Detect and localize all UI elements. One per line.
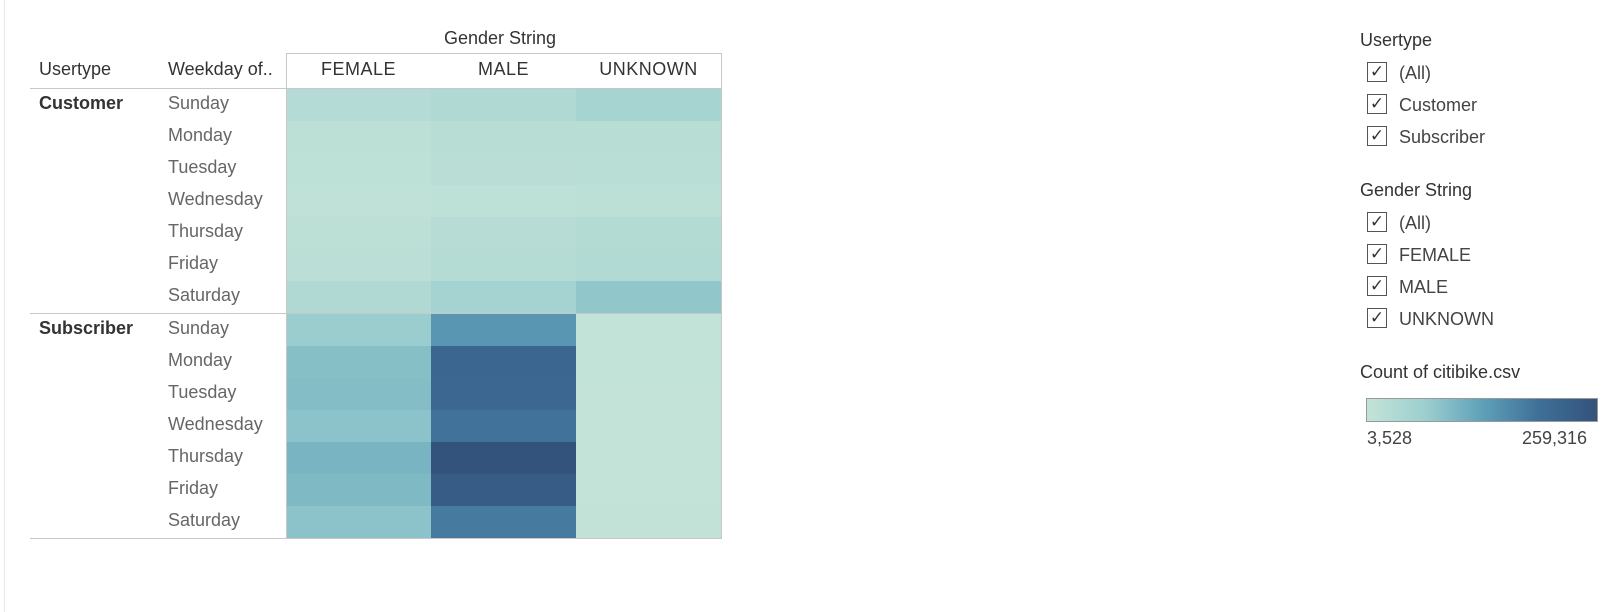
weekday-label[interactable]: Tuesday: [168, 382, 237, 402]
heatmap-cell-customer-tuesday-male[interactable]: [431, 153, 576, 185]
heatmap-cell-customer-sunday-unknown[interactable]: [576, 89, 721, 121]
filter-title-1: Gender String: [1360, 180, 1473, 200]
heatmap-cell-customer-sunday-male[interactable]: [431, 89, 576, 121]
heatmap-cell-subscriber-sunday-female[interactable]: [287, 314, 431, 346]
cells-right-line: [721, 53, 722, 539]
heatmap-cell-customer-saturday-female[interactable]: [287, 281, 431, 313]
weekday-header[interactable]: Weekday of..: [168, 59, 273, 79]
heatmap-cell-customer-monday-female[interactable]: [287, 121, 431, 153]
column-header-unknown[interactable]: UNKNOWN: [599, 59, 698, 79]
heatmap-cell-subscriber-saturday-male[interactable]: [431, 506, 576, 538]
weekday-label[interactable]: Thursday: [168, 221, 244, 241]
checkbox-checked-icon[interactable]: ✓: [1367, 276, 1387, 296]
checkbox-checked-icon[interactable]: ✓: [1367, 244, 1387, 264]
heatmap-cell-customer-monday-unknown[interactable]: [576, 121, 721, 153]
heatmap-cell-subscriber-tuesday-unknown[interactable]: [576, 378, 721, 410]
heatmap-cell-subscriber-wednesday-male[interactable]: [431, 410, 576, 442]
checkbox-checked-icon[interactable]: ✓: [1367, 212, 1387, 232]
usertype-header[interactable]: Usertype: [39, 59, 112, 79]
heatmap-cell-subscriber-friday-male[interactable]: [431, 474, 576, 506]
weekday-label[interactable]: Sunday: [168, 93, 230, 113]
left-border: [4, 0, 5, 612]
heatmap-cell-subscriber-thursday-female[interactable]: [287, 442, 431, 474]
heatmap-cell-customer-saturday-unknown[interactable]: [576, 281, 721, 313]
column-header-male[interactable]: MALE: [477, 59, 530, 79]
filter-option-label: Customer: [1399, 95, 1478, 115]
filter-option-label: UNKNOWN: [1399, 309, 1494, 329]
heatmap-cell-customer-tuesday-female[interactable]: [287, 153, 431, 185]
checkbox-checked-icon[interactable]: ✓: [1367, 126, 1387, 146]
filter-option-label: (All): [1399, 63, 1431, 83]
group-divider-line: [30, 313, 722, 314]
weekday-label[interactable]: Tuesday: [168, 157, 237, 177]
heatmap-cell-subscriber-sunday-male[interactable]: [431, 314, 576, 346]
filter-option-label: (All): [1399, 213, 1431, 233]
heatmap-cell-subscriber-thursday-male[interactable]: [431, 442, 576, 474]
heatmap-cell-customer-monday-male[interactable]: [431, 121, 576, 153]
weekday-label[interactable]: Thursday: [168, 446, 244, 466]
legend-title: Count of citibike.csv: [1360, 362, 1521, 382]
weekday-label[interactable]: Monday: [168, 350, 233, 370]
heatmap-cell-subscriber-monday-unknown[interactable]: [576, 346, 721, 378]
heatmap-cell-customer-friday-unknown[interactable]: [576, 249, 721, 281]
heatmap-cell-customer-wednesday-male[interactable]: [431, 185, 576, 217]
usertype-label-customer[interactable]: Customer: [39, 93, 124, 113]
weekday-label[interactable]: Friday: [168, 253, 219, 273]
checkbox-checked-icon[interactable]: ✓: [1367, 308, 1387, 328]
heatmap-cell-customer-thursday-female[interactable]: [287, 217, 431, 249]
heatmap-cell-subscriber-wednesday-female[interactable]: [287, 410, 431, 442]
heatmap-cell-customer-saturday-male[interactable]: [431, 281, 576, 313]
weekday-label[interactable]: Saturday: [168, 285, 241, 305]
color-legend-bar: [1366, 398, 1598, 422]
heatmap-cell-customer-sunday-female[interactable]: [287, 89, 431, 121]
heatmap-cell-customer-friday-male[interactable]: [431, 249, 576, 281]
table-bottom-line: [30, 538, 722, 539]
heatmap-cell-customer-thursday-unknown[interactable]: [576, 217, 721, 249]
checkbox-checked-icon[interactable]: ✓: [1367, 62, 1387, 82]
heatmap-cell-subscriber-monday-female[interactable]: [287, 346, 431, 378]
heatmap-cell-customer-wednesday-female[interactable]: [287, 185, 431, 217]
usertype-label-subscriber[interactable]: Subscriber: [39, 318, 134, 338]
header-bottom-line: [30, 88, 722, 89]
weekday-label[interactable]: Wednesday: [168, 414, 263, 434]
heatmap-cell-subscriber-sunday-unknown[interactable]: [576, 314, 721, 346]
filter-option-label: MALE: [1399, 277, 1449, 297]
heatmap-cell-subscriber-friday-unknown[interactable]: [576, 474, 721, 506]
checkbox-checked-icon[interactable]: ✓: [1367, 94, 1387, 114]
legend-min-label: 3,528: [1367, 428, 1413, 448]
heatmap-cell-subscriber-friday-female[interactable]: [287, 474, 431, 506]
heatmap-cell-subscriber-tuesday-male[interactable]: [431, 378, 576, 410]
filter-option-label: Subscriber: [1399, 127, 1486, 147]
heatmap-cell-subscriber-wednesday-unknown[interactable]: [576, 410, 721, 442]
weekday-label[interactable]: Wednesday: [168, 189, 263, 209]
heatmap-cell-subscriber-thursday-unknown[interactable]: [576, 442, 721, 474]
heatmap-cell-customer-tuesday-unknown[interactable]: [576, 153, 721, 185]
filter-title-0: Usertype: [1360, 30, 1433, 50]
heatmap-cell-customer-wednesday-unknown[interactable]: [576, 185, 721, 217]
heatmap-cell-subscriber-saturday-female[interactable]: [287, 506, 431, 538]
weekday-label[interactable]: Sunday: [168, 318, 230, 338]
heatmap-cell-customer-thursday-male[interactable]: [431, 217, 576, 249]
column-group-title: Gender String: [443, 28, 557, 48]
filter-option-label: FEMALE: [1399, 245, 1472, 265]
column-header-female[interactable]: FEMALE: [320, 59, 397, 79]
heatmap-cell-subscriber-saturday-unknown[interactable]: [576, 506, 721, 538]
header-top-line: [286, 53, 722, 54]
cells-left-line: [286, 53, 287, 539]
heatmap-cell-customer-friday-female[interactable]: [287, 249, 431, 281]
heatmap-cell-subscriber-monday-male[interactable]: [431, 346, 576, 378]
weekday-label[interactable]: Monday: [168, 125, 233, 145]
legend-max-label: 259,316: [1522, 428, 1588, 448]
weekday-label[interactable]: Saturday: [168, 510, 241, 530]
heatmap-cell-subscriber-tuesday-female[interactable]: [287, 378, 431, 410]
weekday-label[interactable]: Friday: [168, 478, 219, 498]
